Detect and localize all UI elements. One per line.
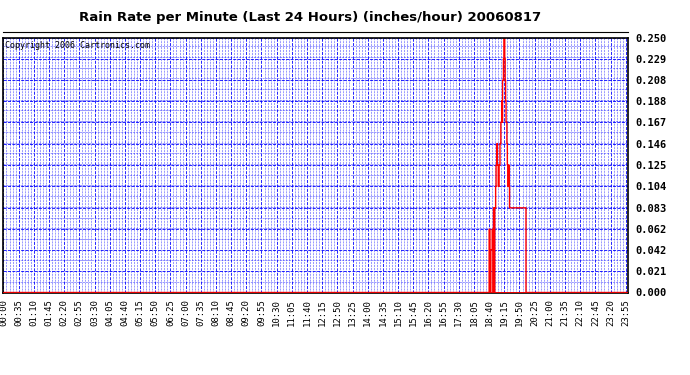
Text: Rain Rate per Minute (Last 24 Hours) (inches/hour) 20060817: Rain Rate per Minute (Last 24 Hours) (in…: [79, 11, 542, 24]
Text: Copyright 2006 Cartronics.com: Copyright 2006 Cartronics.com: [5, 41, 150, 50]
